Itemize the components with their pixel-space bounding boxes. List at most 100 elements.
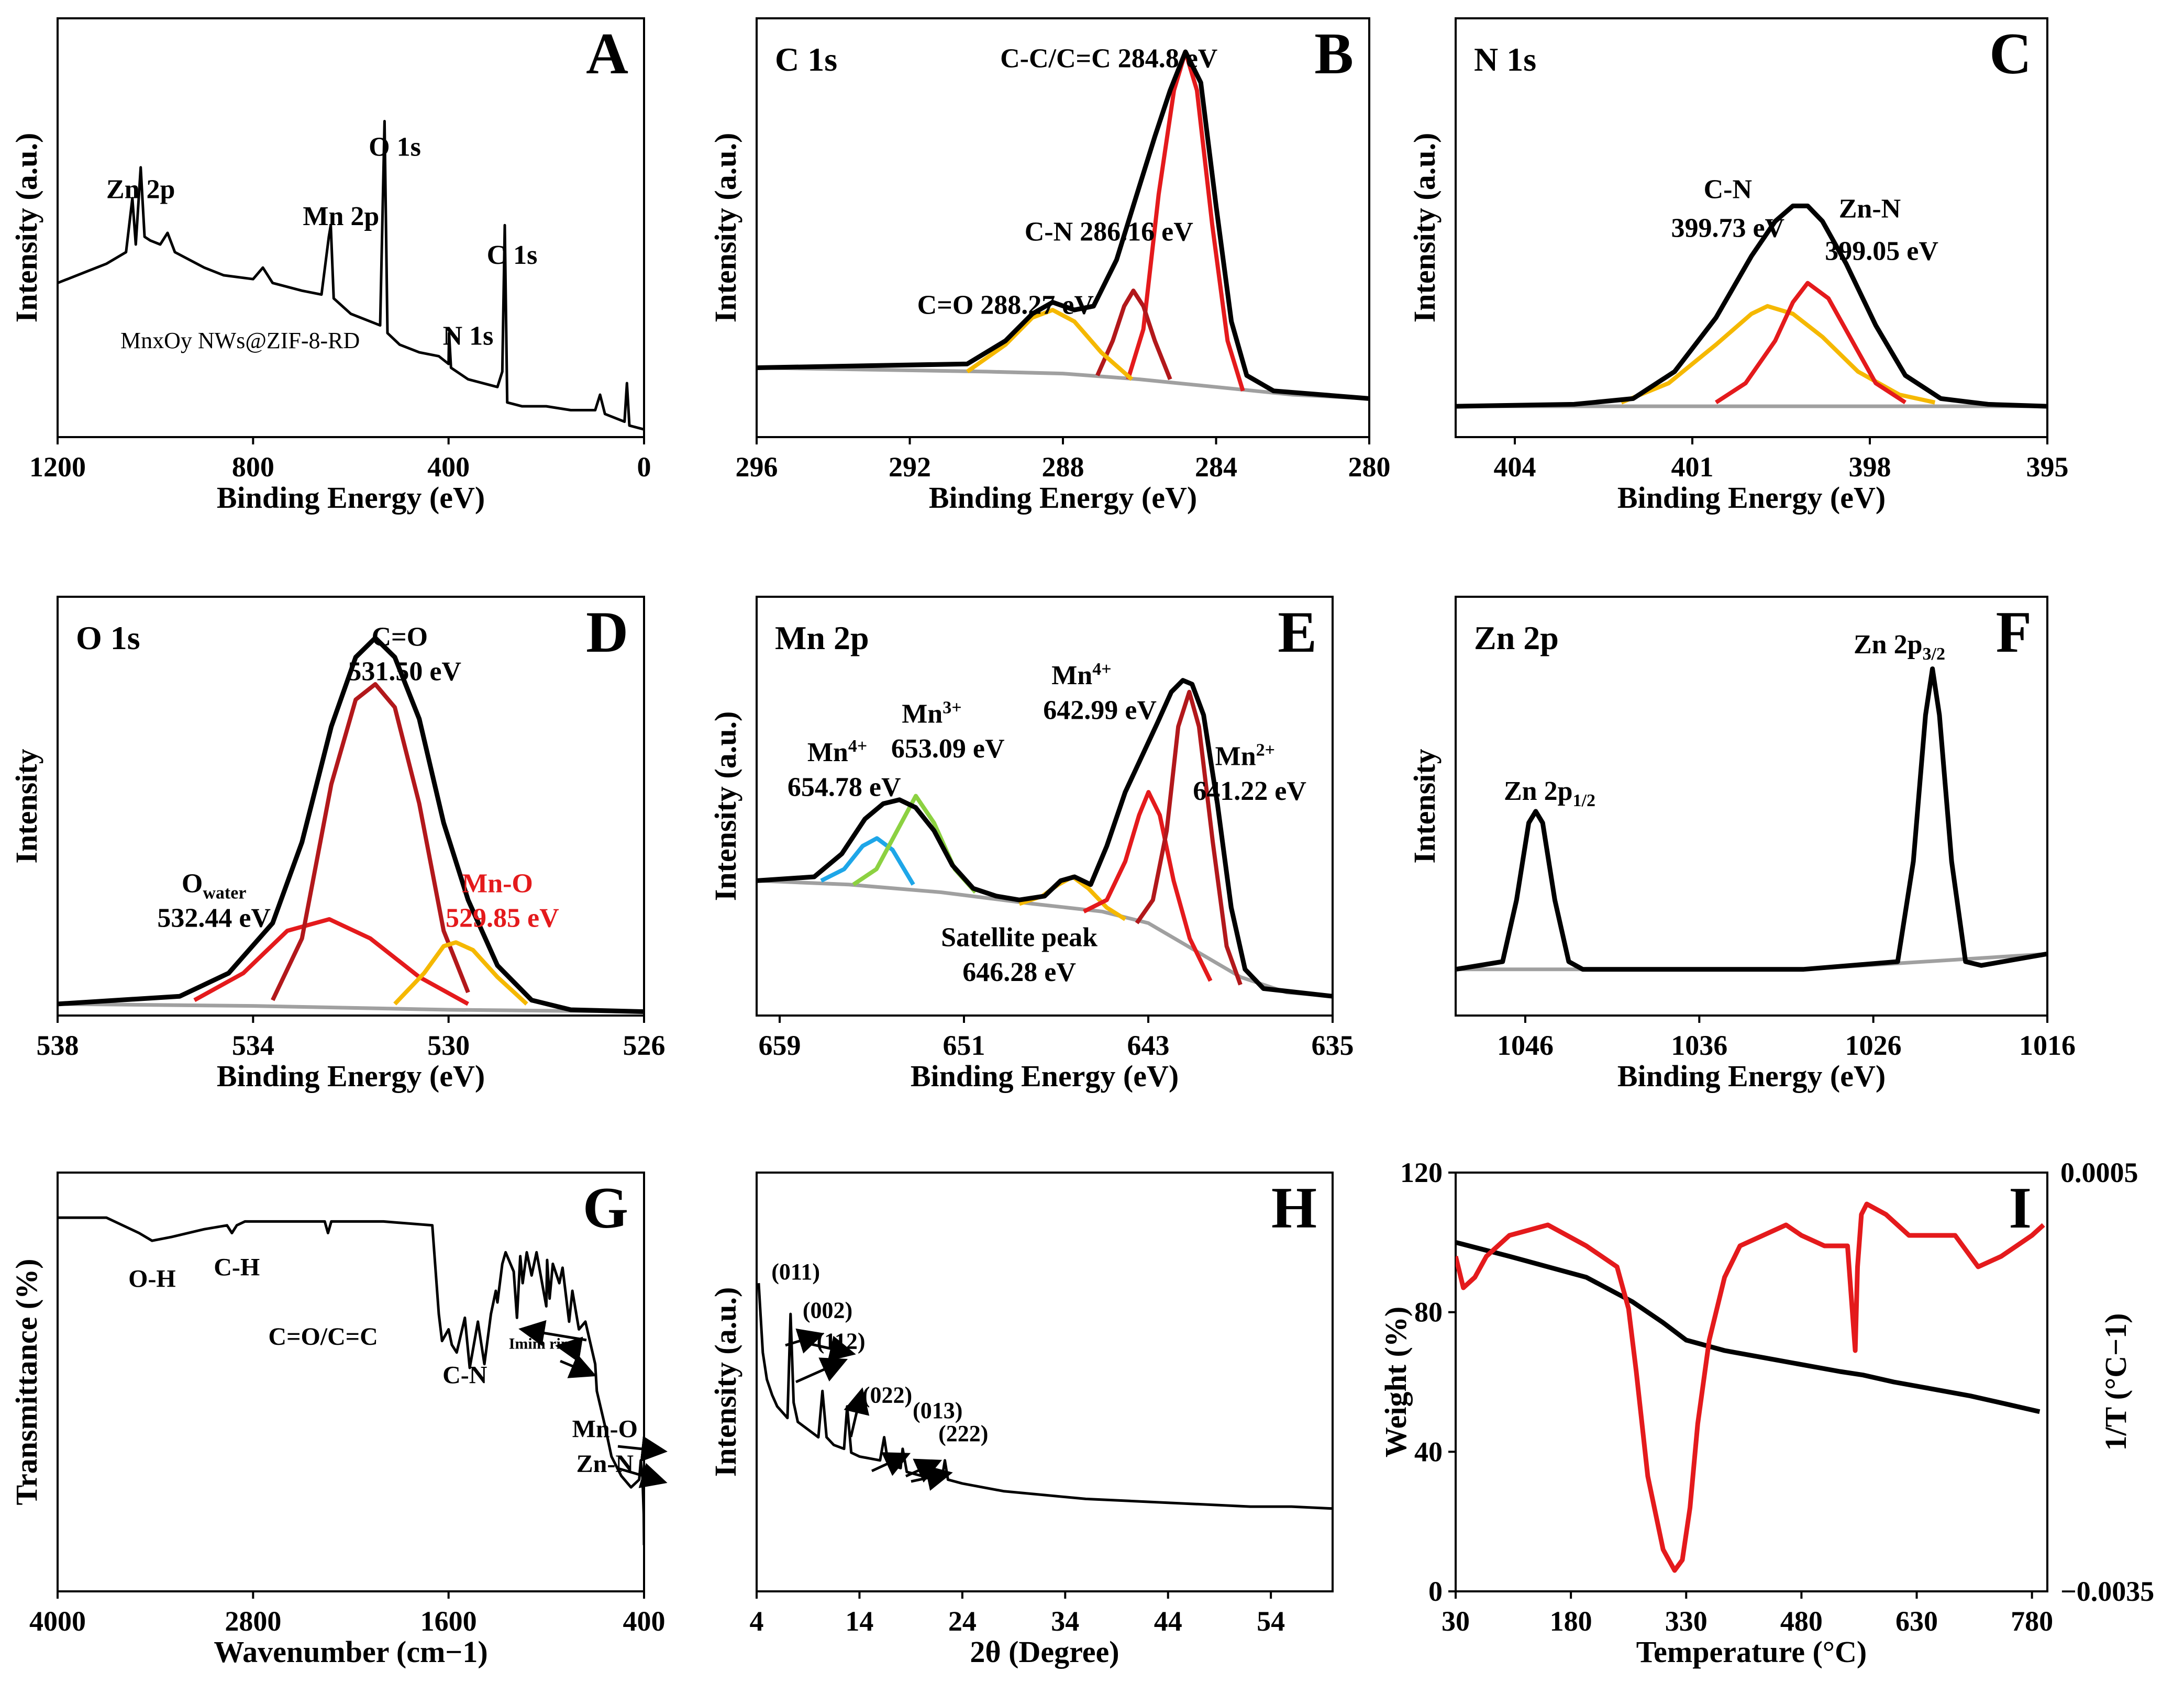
series-line: [820, 836, 915, 886]
x-tick-label: 651: [943, 1030, 985, 1061]
panel-letter: I: [2009, 1176, 2032, 1241]
y-tick-label: 80: [1414, 1297, 1443, 1328]
arrow: [911, 1465, 953, 1491]
x-tick-label: 534: [232, 1030, 274, 1061]
annotation-label: C-N: [1704, 175, 1752, 205]
chart-H: 4 14 24 34 44 54 2θ (Degree) Intensity (a.u.) H (…: [708, 1172, 1334, 1669]
plot-frame: [756, 596, 1334, 1017]
arrow: [617, 1463, 668, 1488]
annotation-label: Satellite peak: [941, 923, 1097, 953]
plot-frame: [1455, 17, 2048, 438]
x-tick-label: 296: [736, 451, 778, 483]
panel-title: Mn 2p: [775, 619, 869, 656]
x-tick-label: 0: [637, 451, 651, 483]
x-axis-label: Binding Energy (eV): [911, 1059, 1179, 1093]
x-tick-label: 635: [1312, 1030, 1354, 1061]
x-tick-label: 1046: [1497, 1030, 1554, 1061]
y2-tick-label: 0.0005: [2060, 1157, 2138, 1188]
x-tick-label: 400: [623, 1605, 666, 1637]
annotation-label: Mn 2p: [303, 202, 379, 231]
arrow: [518, 1320, 587, 1346]
annotation-label: (011): [771, 1259, 820, 1285]
panel-title: C 1s: [775, 41, 837, 78]
annotation-label: 654.78 eV: [788, 772, 901, 802]
chart-D: 538 534 530 526 Binding Energy (eV) Intensity…: [9, 596, 666, 1093]
series-line: [757, 366, 1369, 400]
plot-frame: [57, 1172, 645, 1592]
annotation-label: Zn 2p1/2: [1504, 776, 1595, 810]
x-tick-label: 4000: [29, 1605, 86, 1637]
y-axis-label: Intensity (a.u.): [708, 133, 742, 323]
annotation-label: Mn4+: [1051, 660, 1111, 690]
annotation-label: Zn 2p3/2: [1854, 630, 1945, 664]
chart-I: 30 180 330 480 630 780 Temperature (°C) Weight …: [1379, 1157, 2154, 1669]
arrow: [555, 1336, 583, 1363]
x-tick-label: 395: [2026, 451, 2069, 483]
x-axis-label: Binding Energy (eV): [1617, 481, 1886, 515]
panel-title: N 1s: [1474, 41, 1536, 78]
series-line: [58, 120, 644, 431]
annotation-label: C-N: [442, 1362, 487, 1389]
chart-F: 1046 1036 1026 1016 Binding Energy (eV) Inten…: [1407, 596, 2076, 1093]
arrow: [617, 1435, 668, 1462]
annotation-label: C 1s: [487, 240, 538, 270]
x-axis-label: Binding Energy (eV): [929, 481, 1197, 515]
x-tick-label: 659: [759, 1030, 801, 1061]
annotation-label: 653.09 eV: [891, 734, 1005, 764]
annotation-label: Mn2+: [1215, 741, 1275, 772]
annotation-label: 399.05 eV: [1825, 236, 1938, 266]
annotation-label: 641.22 eV: [1193, 776, 1306, 806]
annotation-label: 642.99 eV: [1043, 695, 1157, 725]
y-axis-label: Intensity (a.u.): [708, 711, 742, 901]
x-tick-label: 400: [427, 451, 470, 483]
annotation-label: (022): [862, 1382, 912, 1408]
x-axis-label: Wavenumber (cm−1): [214, 1635, 487, 1669]
y-tick-label: 40: [1414, 1436, 1443, 1467]
x-tick-label: 401: [1671, 451, 1714, 483]
x-tick-label: 538: [37, 1030, 79, 1061]
series-line: [1456, 666, 2047, 972]
chart-A: 1200 800 400 0 Binding Energy (eV) Intensity …: [9, 17, 651, 515]
annotation-label: Owater: [182, 868, 247, 902]
plot-frame: [57, 596, 645, 1017]
panel-letter: G: [583, 1176, 628, 1241]
arrow: [795, 1357, 848, 1384]
annotation-label: C-H: [214, 1253, 260, 1281]
x-tick-label: 14: [845, 1605, 873, 1637]
x-tick-label: 800: [232, 451, 274, 483]
y-tick-label: 0: [1428, 1576, 1443, 1607]
chart-G: 4000 2800 1600 400 Wavenumber (cm−1) Transmit…: [9, 1172, 666, 1669]
series-line: [757, 49, 1369, 401]
arrow: [871, 1452, 911, 1476]
x-tick-label: 780: [2011, 1605, 2053, 1637]
annotation-label: C=O/C=C: [268, 1323, 378, 1351]
y-axis-label: Intensity (a.u.): [708, 1287, 742, 1477]
annotation-arrows: [518, 1320, 953, 1491]
series-line: [58, 1002, 644, 1014]
x-tick-label: 2800: [225, 1605, 281, 1637]
annotation-label: 399.73 eV: [1671, 213, 1784, 243]
series-line: [1095, 288, 1172, 381]
annotation-label: 532.44 eV: [157, 904, 271, 933]
x-axis-label: 2θ (Degree): [970, 1635, 1119, 1669]
y-axis-label: Weight (%): [1379, 1307, 1413, 1457]
y2-axis-label: 1/T (°C−1): [2099, 1313, 2133, 1451]
x-tick-label: 30: [1442, 1605, 1470, 1637]
plot-frame: [1455, 1172, 2048, 1592]
annotation-label: (222): [938, 1421, 988, 1446]
panel-title: O 1s: [76, 619, 140, 656]
panel-letter: B: [1314, 21, 1354, 86]
x-axis-label: Binding Energy (eV): [217, 1059, 485, 1093]
x-tick-label: 54: [1257, 1605, 1285, 1637]
panel-letter: E: [1278, 600, 1317, 665]
panel-letter: F: [1996, 600, 2032, 665]
annotation-label: Zn-N: [1839, 194, 1901, 224]
x-tick-label: 280: [1348, 451, 1391, 483]
annotation-label: 531.50 eV: [348, 657, 461, 687]
annotation-label: C-N 286.16 eV: [1025, 217, 1193, 247]
x-tick-label: 630: [1895, 1605, 1938, 1637]
plot-frame: [57, 17, 645, 438]
panel-letter: D: [586, 600, 628, 665]
x-tick-label: 1036: [1671, 1030, 1727, 1061]
series-line: [1456, 1240, 2041, 1414]
